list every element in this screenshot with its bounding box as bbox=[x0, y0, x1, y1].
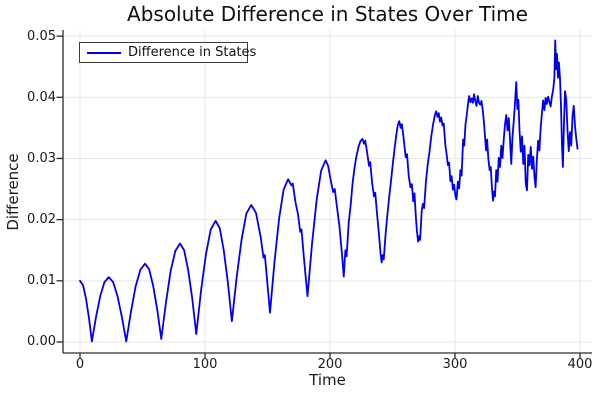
x-tick-label: 100 bbox=[192, 357, 218, 372]
y-tick-label: 0.04 bbox=[27, 89, 56, 105]
y-tick-label: 0.02 bbox=[27, 212, 56, 228]
legend-box: Difference in States bbox=[79, 42, 256, 63]
x-tick-label: 200 bbox=[317, 357, 343, 372]
y-tick-label: 0.03 bbox=[27, 150, 56, 166]
y-tick-label: 0.00 bbox=[27, 334, 56, 350]
legend-line-swatch bbox=[87, 51, 121, 54]
x-tick-label: 400 bbox=[567, 357, 593, 372]
x-axis-label: Time bbox=[309, 371, 346, 389]
y-tick-label: 0.01 bbox=[27, 273, 56, 289]
y-axis-label: Difference bbox=[4, 153, 22, 231]
series-line bbox=[79, 39, 579, 343]
x-tick-label: 300 bbox=[442, 357, 468, 372]
y-tick-label: 0.05 bbox=[27, 28, 56, 44]
legend-label: Difference in States bbox=[128, 45, 257, 60]
chart-title: Absolute Difference in States Over Time bbox=[127, 2, 528, 26]
x-tick-label: 0 bbox=[75, 357, 85, 372]
